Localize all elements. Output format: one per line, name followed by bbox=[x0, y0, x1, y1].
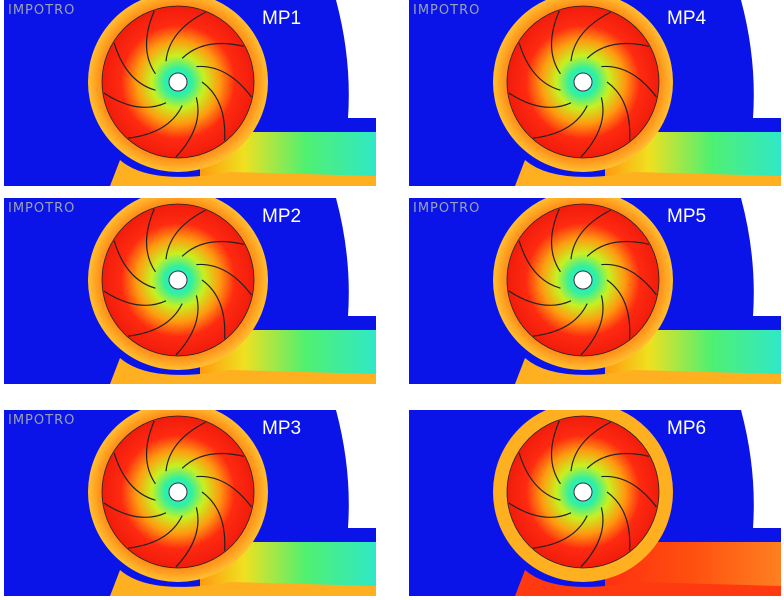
logo: IMPOTRO bbox=[413, 3, 480, 18]
blade bbox=[518, 452, 561, 501]
blade bbox=[518, 42, 561, 91]
blade bbox=[601, 475, 657, 508]
logo: IMPOTRO bbox=[8, 413, 75, 428]
hub bbox=[573, 482, 593, 502]
volute-tongue bbox=[110, 570, 376, 596]
blade bbox=[508, 290, 572, 306]
panel: MP1 IMPOTRO bbox=[0, 0, 376, 186]
panel-label: MP2 bbox=[262, 206, 301, 227]
volute-tongue bbox=[515, 358, 781, 384]
blade bbox=[145, 420, 156, 485]
panel-label: MP1 bbox=[262, 8, 301, 29]
logo: IMPOTRO bbox=[8, 3, 75, 18]
blade bbox=[196, 263, 252, 296]
blade bbox=[175, 97, 199, 158]
blade bbox=[201, 279, 226, 339]
volute-tongue bbox=[515, 160, 781, 186]
hub bbox=[573, 270, 593, 290]
logo: IMPOTRO bbox=[8, 201, 75, 216]
panel-label: MP6 bbox=[667, 418, 706, 439]
panel-label: MP3 bbox=[262, 418, 301, 439]
blade bbox=[580, 97, 604, 158]
hub bbox=[573, 72, 593, 92]
blade bbox=[586, 452, 650, 469]
panel-label: MP5 bbox=[667, 206, 706, 227]
hub bbox=[168, 270, 188, 290]
panel: MP5 IMPOTRO bbox=[405, 198, 781, 384]
blade bbox=[518, 240, 561, 289]
blade bbox=[196, 475, 252, 508]
panel: MP6 bbox=[405, 410, 781, 596]
blade bbox=[550, 420, 561, 485]
blade bbox=[508, 92, 572, 108]
blade bbox=[196, 65, 252, 98]
blade bbox=[570, 421, 611, 472]
blade bbox=[201, 491, 226, 551]
blade bbox=[145, 208, 156, 273]
blade bbox=[165, 421, 206, 472]
blade bbox=[128, 105, 183, 139]
blade bbox=[570, 11, 611, 62]
blade bbox=[181, 452, 245, 469]
volute-tongue bbox=[515, 570, 781, 596]
panel: MP4 IMPOTRO bbox=[405, 0, 781, 186]
panel-label: MP4 bbox=[667, 8, 707, 29]
blade bbox=[128, 303, 183, 337]
blade bbox=[606, 491, 631, 551]
logo: IMPOTRO bbox=[413, 201, 480, 216]
hub bbox=[168, 482, 188, 502]
blade bbox=[533, 515, 588, 549]
blade bbox=[606, 279, 631, 339]
blade bbox=[113, 42, 156, 91]
blade bbox=[175, 507, 199, 568]
blade bbox=[165, 11, 206, 62]
blade bbox=[181, 240, 245, 257]
blade bbox=[201, 81, 226, 141]
blade bbox=[570, 209, 611, 260]
blade bbox=[586, 240, 650, 257]
blade bbox=[601, 65, 657, 98]
hub bbox=[168, 72, 188, 92]
blade bbox=[103, 502, 167, 518]
blade bbox=[113, 452, 156, 501]
blade bbox=[550, 208, 561, 273]
blade bbox=[533, 105, 588, 139]
blade bbox=[103, 92, 167, 108]
blade bbox=[601, 263, 657, 296]
blade bbox=[145, 10, 156, 75]
blade bbox=[508, 502, 572, 518]
blade bbox=[580, 507, 604, 568]
volute-tongue bbox=[110, 358, 376, 384]
blade bbox=[606, 81, 631, 141]
blade bbox=[165, 209, 206, 260]
blade bbox=[580, 295, 604, 356]
blade bbox=[128, 515, 183, 549]
blade bbox=[586, 42, 650, 59]
volute-tongue bbox=[110, 160, 376, 186]
blade bbox=[113, 240, 156, 289]
panel: MP3 IMPOTRO bbox=[0, 410, 376, 596]
panel: MP2 IMPOTRO bbox=[0, 198, 376, 384]
blade bbox=[175, 295, 199, 356]
blade bbox=[103, 290, 167, 306]
blade bbox=[533, 303, 588, 337]
blade bbox=[181, 42, 245, 59]
blade bbox=[550, 10, 561, 75]
